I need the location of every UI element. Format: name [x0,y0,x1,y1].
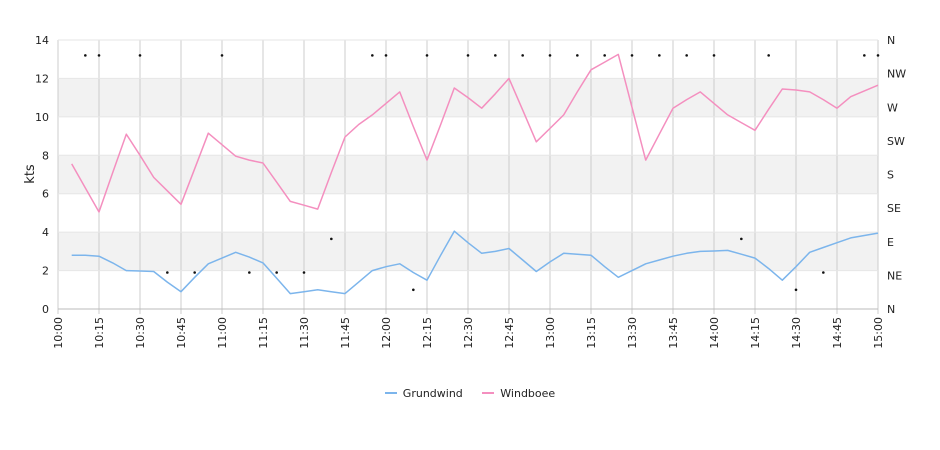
direction-marker [767,54,770,57]
legend: Grundwind Windboee [0,384,940,400]
legend-label-windboee: Windboee [500,386,556,400]
legend-item-windboee[interactable]: Windboee [482,387,555,400]
x-tick-label: 11:15 [257,317,270,349]
direction-marker [794,288,798,292]
x-tick-label: 10:15 [93,317,106,349]
vertical-gridlines [57,40,879,314]
horizontal-gridlines [58,39,878,310]
direction-marker [425,54,429,57]
direction-marker [740,237,743,241]
x-tick-label: 10:45 [175,317,188,349]
y-right-tick-label: N [887,303,895,316]
series-line-windboee [71,53,879,213]
y-right-tick-label: NW [887,68,906,81]
y-right-tick-label: N [887,34,895,47]
direction-marker [521,54,524,57]
direction-marker [193,271,196,274]
x-tick-label: 12:00 [380,317,393,349]
direction-marker [576,54,579,57]
direction-marker [275,271,278,274]
legend-swatch-windboee [482,392,495,394]
direction-marker [302,271,306,274]
direction-marker [466,54,470,57]
direction-marker [166,271,169,274]
direction-marker [548,54,552,57]
x-tick-label: 13:30 [626,317,639,349]
direction-marker [685,54,688,57]
y-right-tick-label: S [887,169,894,182]
x-tick-label: 14:15 [749,317,762,349]
direction-markers [84,54,880,292]
x-tick-label: 14:00 [708,317,721,349]
direction-marker [412,288,415,292]
direction-marker [822,271,825,274]
x-tick-label: 10:30 [134,317,147,349]
direction-marker [97,54,101,57]
y-tick-label: 12 [35,72,49,85]
x-tick-label: 12:15 [421,317,434,349]
y-axis-labels: 0 2 4 6 8 10 12 14 [35,34,49,316]
x-tick-label: 13:45 [667,317,680,349]
y-right-tick-label: SE [887,202,901,215]
y-tick-label: 8 [42,149,49,162]
x-tick-label: 11:45 [339,317,352,349]
legend-item-grundwind[interactable]: Grundwind [384,386,463,400]
direction-marker [384,54,388,57]
y-right-tick-label: SW [887,135,905,148]
direction-marker [863,54,866,57]
direction-marker [248,271,251,274]
y-tick-label: 14 [35,34,49,47]
y-tick-label: 0 [42,303,49,316]
direction-marker [84,54,87,57]
x-axis-labels: 10:00 10:15 10:30 10:45 11:00 11:15 11:30 11:45… [52,317,885,349]
y-right-tick-label: E [887,236,894,249]
y-tick-label: 4 [42,226,49,239]
y-right-tick-label: W [887,101,898,114]
legend-label-grundwind: Grundwind [402,386,463,400]
x-tick-label: 11:00 [216,317,229,349]
direction-marker [138,54,142,57]
series-lines [71,53,879,295]
y-tick-label: 2 [42,265,49,278]
x-tick-label: 12:45 [503,317,516,349]
y-axis-title: kts [23,164,38,184]
x-tick-label: 11:30 [298,317,311,349]
direction-marker [494,54,497,57]
y-right-axis-labels: N NE E SE S SW W NW N [887,34,906,316]
x-tick-label: 13:15 [585,317,598,349]
y-right-tick-label: NE [887,269,902,282]
series-line-grundwind [71,230,879,295]
y-tick-label: 10 [35,111,49,124]
x-tick-label: 15:00 [872,317,885,349]
x-tick-label: 13:00 [544,317,557,349]
x-tick-label: 14:30 [790,317,803,349]
direction-marker [712,54,716,57]
y-tick-label: 6 [42,188,49,201]
direction-marker [630,54,634,57]
x-tick-label: 14:45 [831,317,844,349]
x-tick-label: 10:00 [52,317,65,349]
legend-swatch-grundwind [384,392,397,394]
direction-marker [220,54,224,57]
direction-marker [603,54,606,57]
direction-marker [876,54,880,57]
direction-marker [658,54,661,57]
x-tick-label: 12:30 [462,317,475,349]
direction-marker [330,237,333,241]
direction-marker [371,54,374,57]
